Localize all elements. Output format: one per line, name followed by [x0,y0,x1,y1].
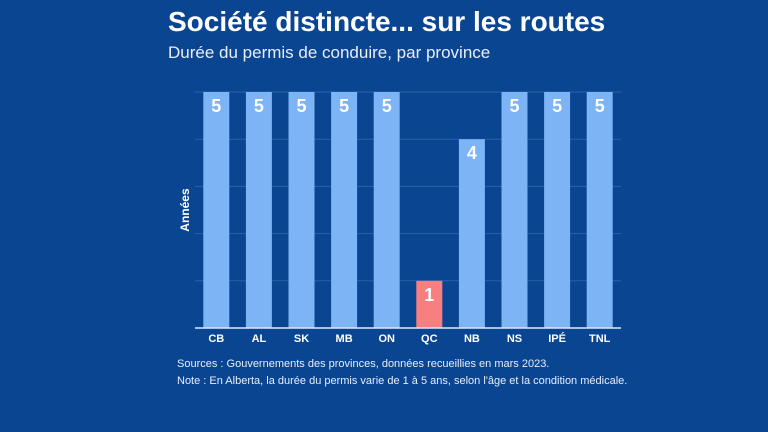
bar-cb [203,92,230,328]
x-tick-label: QC [421,333,438,345]
bar-qc [416,280,443,328]
x-tick-label: TNL [589,333,611,345]
data-label: 5 [382,96,392,116]
x-tick-label: NB [464,333,480,345]
bar-sk [288,92,315,328]
chart-subtitle: Durée du permis de conduire, par provinc… [168,43,491,62]
bar-nb [458,139,485,328]
y-axis-label: Années [178,188,192,232]
data-label: 5 [211,96,221,116]
x-tick-label: SK [294,333,309,345]
data-label: 5 [509,96,519,116]
x-tick-label: NS [507,333,522,345]
x-tick-label: ON [378,333,395,345]
x-tick-label: IPÉ [548,332,566,345]
bar-tnl [586,92,613,328]
data-label: 5 [595,96,605,116]
x-tick-label: CB [208,333,224,345]
bar-mb [331,92,358,328]
bar-on [373,92,400,328]
data-label: 5 [296,96,306,116]
data-label: 4 [467,143,477,163]
x-tick-label: MB [336,333,353,345]
bar-ns [501,92,528,328]
bar-ipé [544,92,571,328]
x-tick-label: AL [252,333,267,345]
data-label: 5 [339,96,349,116]
sources-note: Sources : Gouvernements des provinces, d… [177,358,550,370]
data-label: 5 [254,96,264,116]
data-label: 1 [424,285,434,305]
chart-title: Société distincte... sur les routes [168,6,606,37]
bar-al [245,92,272,328]
data-label: 5 [552,96,562,116]
footnote: Note : En Alberta, la durée du permis va… [177,375,628,387]
